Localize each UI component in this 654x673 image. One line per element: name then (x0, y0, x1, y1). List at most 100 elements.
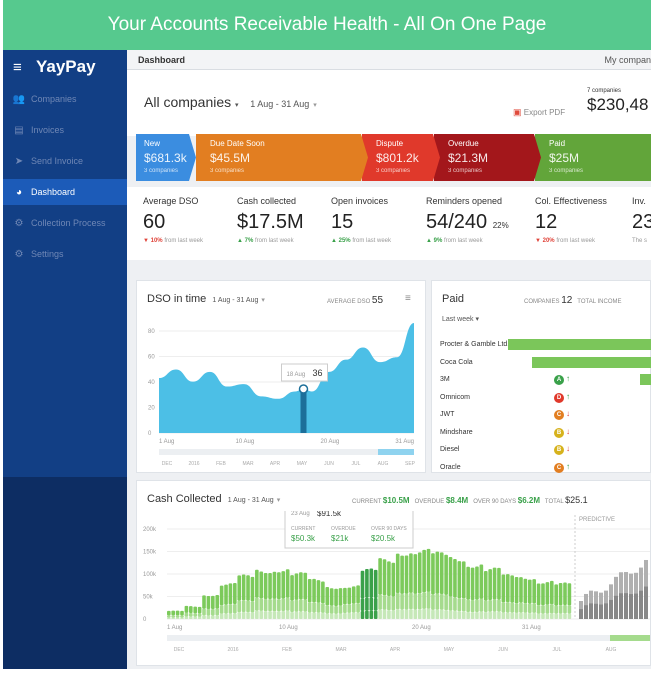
cash-bar-over-90-days[interactable] (514, 612, 519, 619)
cash-bar-current[interactable] (417, 552, 422, 594)
sidebar-item-invoices[interactable]: ▤ Invoices (3, 117, 127, 143)
cash-bar-overdue[interactable] (255, 597, 259, 611)
cash-bar-over-90-days[interactable] (237, 612, 242, 619)
cash-bar-over-90-days[interactable] (338, 613, 343, 619)
cash-bar-over-90-days[interactable] (215, 615, 220, 619)
cash-bar-current[interactable] (263, 572, 268, 600)
cash-bar-over-90-days[interactable] (523, 612, 528, 619)
cash-bar-over-90-days[interactable] (250, 612, 255, 619)
cash-bar-over-90-days[interactable] (334, 613, 338, 619)
cash-bar-over-90-days[interactable] (510, 612, 514, 619)
cash-bar-current[interactable] (303, 572, 308, 600)
cash-bar-over-90-days[interactable] (527, 612, 532, 619)
cash-bar-current[interactable] (409, 553, 413, 593)
cash-bar-current[interactable] (189, 606, 193, 614)
cash-bar-current[interactable] (360, 570, 365, 599)
cash-bar-current[interactable] (347, 587, 352, 605)
pipeline-stage-due-date-soon[interactable]: Due Date Soon $45.5M 3 companies (196, 134, 368, 181)
cash-bar-current[interactable] (497, 567, 501, 600)
cash-bar-over-90-days[interactable] (532, 612, 536, 619)
cash-bar-current[interactable] (527, 579, 532, 604)
sidebar-item-send-invoice[interactable]: ➤ Send Invoice (3, 148, 127, 174)
cash-bar-overdue[interactable] (307, 602, 312, 613)
cash-bar-overdue[interactable] (554, 605, 558, 614)
cash-bar-over-90-days[interactable] (400, 609, 404, 619)
pipeline-stage-dispute[interactable]: Dispute $801.2k 3 companies (362, 134, 440, 181)
cash-bar-over-90-days[interactable] (365, 610, 369, 619)
cash-bar-over-90-days[interactable] (184, 616, 189, 619)
cash-bar-overdue[interactable] (488, 599, 492, 612)
paid-company-row[interactable]: Omnicom D ↑ (440, 391, 570, 404)
cash-bar-over-90-days[interactable] (395, 609, 400, 619)
cash-bar-over-90-days[interactable] (549, 613, 554, 619)
cash-bar-over-90-days[interactable] (505, 612, 510, 619)
cash-bar-over-90-days[interactable] (461, 611, 466, 619)
cash-bar-current[interactable] (184, 605, 189, 613)
cash-bar-over-90-days[interactable] (558, 613, 563, 619)
cash-bar-over-90-days[interactable] (453, 610, 457, 619)
cash-bar-over-90-days[interactable] (193, 616, 198, 619)
cash-bar-overdue[interactable] (448, 596, 453, 611)
cash-bar-overdue[interactable] (519, 602, 523, 613)
cash-bar-current[interactable] (519, 577, 523, 603)
cash-bar-current[interactable] (197, 606, 202, 614)
cash-bar-over-90-days[interactable] (290, 611, 294, 619)
cash-bar-current[interactable] (193, 606, 198, 614)
cash-bar-overdue[interactable] (545, 604, 550, 614)
cash-bar-overdue[interactable] (237, 600, 242, 613)
cash-bar-current[interactable] (541, 583, 545, 606)
cash-bar-overdue[interactable] (426, 591, 431, 609)
cash-bar-over-90-days[interactable] (554, 613, 558, 619)
cash-bar-current[interactable] (492, 567, 497, 600)
kpi-open-invoices[interactable]: Open invoices 15 ▲ 25% from last week (331, 196, 391, 244)
export-pdf-button[interactable]: ▣ Export PDF (513, 107, 566, 117)
cash-bar-overdue[interactable] (321, 603, 325, 613)
cash-bar-over-90-days[interactable] (351, 612, 356, 619)
cash-bar-overdue[interactable] (347, 604, 352, 613)
date-range-picker[interactable]: 1 Aug - 31 Aug (250, 99, 310, 109)
cash-bar-current[interactable] (510, 575, 514, 603)
cash-bar-overdue[interactable] (409, 592, 413, 610)
cash-bar-current[interactable] (369, 568, 374, 598)
cash-bar-current[interactable] (211, 595, 215, 609)
cash-bar-over-90-days[interactable] (228, 613, 233, 619)
cash-bar-current[interactable] (224, 584, 228, 605)
cash-bar-overdue[interactable] (369, 597, 374, 611)
cash-bar-overdue[interactable] (453, 597, 457, 611)
cash-bar-current[interactable] (228, 583, 233, 605)
cash-bar-overdue[interactable] (193, 613, 198, 617)
cash-bar-current[interactable] (356, 585, 360, 604)
cash-bar-overdue[interactable] (431, 594, 435, 610)
cash-bar-overdue[interactable] (483, 600, 488, 613)
cash-bar-current[interactable] (175, 610, 180, 616)
cash-bar-overdue[interactable] (241, 600, 246, 612)
cash-bar-over-90-days[interactable] (387, 610, 391, 619)
cash-bar-over-90-days[interactable] (303, 611, 308, 619)
cash-bar-overdue[interactable] (536, 605, 541, 614)
cash-bar-current[interactable] (215, 595, 220, 609)
cash-bar-over-90-days[interactable] (294, 611, 299, 619)
cash-bar-current[interactable] (343, 587, 347, 605)
menu-icon[interactable]: ≡ (405, 293, 411, 304)
cash-bar-over-90-days[interactable] (426, 608, 431, 619)
cash-bar-over-90-days[interactable] (268, 611, 272, 619)
cash-bar-overdue[interactable] (378, 594, 382, 610)
cash-bar-overdue[interactable] (563, 604, 567, 614)
cash-bar-current[interactable] (334, 588, 338, 607)
cash-range-handle[interactable] (610, 635, 650, 641)
cash-bar-over-90-days[interactable] (325, 613, 330, 619)
cash-bar-overdue[interactable] (492, 599, 497, 612)
cash-bar-over-90-days[interactable] (475, 611, 479, 619)
cash-bar-current[interactable] (268, 572, 272, 600)
cash-bar-overdue[interactable] (558, 605, 563, 614)
cash-bar-overdue[interactable] (395, 593, 400, 610)
cash-bar-overdue[interactable] (263, 599, 268, 612)
cash-bar-over-90-days[interactable] (391, 610, 396, 619)
cash-bar-overdue[interactable] (259, 598, 264, 611)
cash-bar-over-90-days[interactable] (329, 613, 334, 619)
cash-bar-overdue[interactable] (470, 599, 475, 613)
sidebar-item-companies[interactable]: 👥 Companies (3, 86, 127, 112)
cash-bar-overdue[interactable] (422, 592, 426, 609)
cash-bar-current[interactable] (426, 548, 431, 592)
cash-bar-overdue[interactable] (567, 605, 572, 614)
